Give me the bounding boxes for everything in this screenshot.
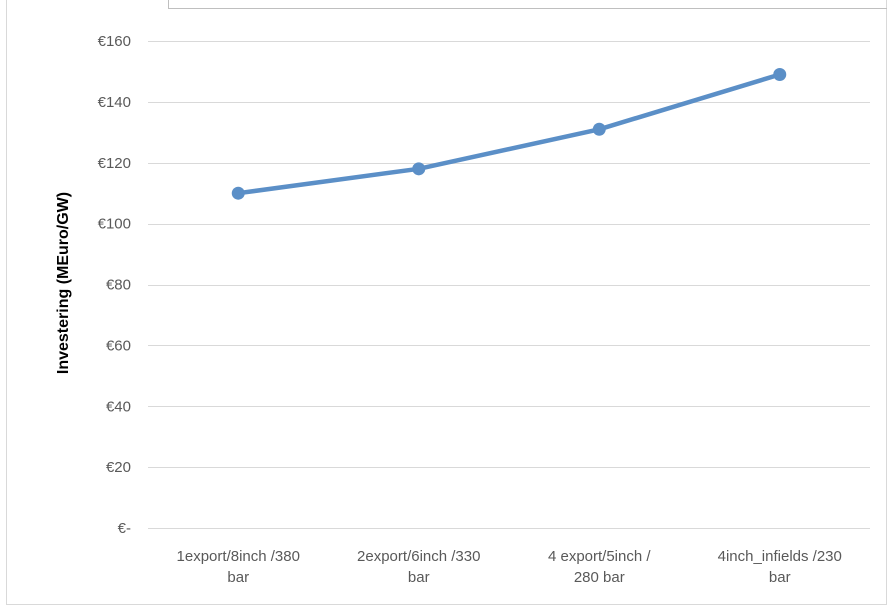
x-tick-label: bar <box>227 569 249 586</box>
y-tick-label: €20 <box>106 459 131 476</box>
x-axis-tick-labels: 1export/8inch /380 bar 2export/6inch /330 b… <box>177 548 842 586</box>
y-tick-label: €80 <box>106 277 131 294</box>
x-tick-label: bar <box>769 569 791 586</box>
data-point <box>773 67 787 81</box>
y-tick-label: €- <box>118 520 131 537</box>
x-tick-label: 1export/8inch /380 <box>177 548 300 565</box>
series-layer <box>231 67 787 200</box>
data-point <box>412 162 426 176</box>
x-tick-label: 280 bar <box>574 569 625 586</box>
x-tick-label: 4inch_infields /230 <box>718 548 842 565</box>
y-tick-label: €160 <box>98 33 131 50</box>
x-tick-label: bar <box>408 569 430 586</box>
gridlines <box>148 41 870 529</box>
y-tick-label: €100 <box>98 216 131 233</box>
y-tick-label: €140 <box>98 94 131 111</box>
series-line <box>236 72 783 196</box>
x-tick-label: 4 export/5inch / <box>548 548 651 565</box>
y-tick-label: €40 <box>106 398 131 415</box>
data-point <box>592 122 606 136</box>
y-axis-title: Investering (MEuro/GW) <box>55 192 72 374</box>
x-tick-label: 2export/6inch /330 <box>357 548 480 565</box>
y-tick-label: €120 <box>98 155 131 172</box>
y-axis-tick-labels: €- €20 €40 €60 €80 €100 €120 €140 €160 <box>98 33 131 537</box>
data-point <box>231 186 245 200</box>
y-tick-label: €60 <box>106 337 131 354</box>
